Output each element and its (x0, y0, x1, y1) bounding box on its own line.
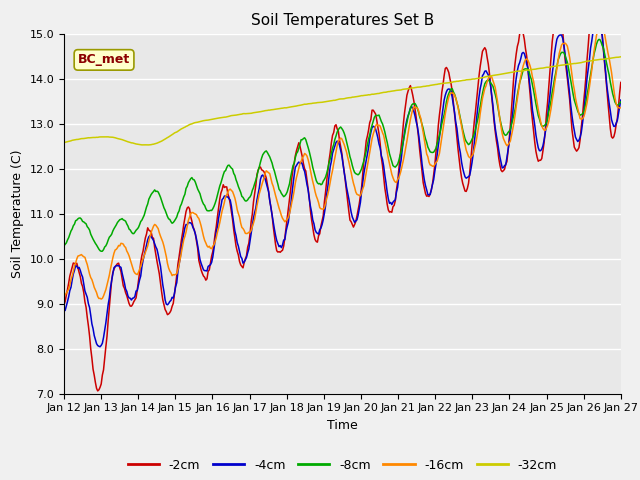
-16cm (597, 21, 605, 26)
-4cm (399, 138, 407, 144)
-4cm (593, 15, 600, 21)
-2cm (617, 80, 625, 85)
Line: -8cm: -8cm (64, 39, 621, 251)
-4cm (470, 140, 478, 146)
-16cm (373, 121, 381, 127)
-2cm (567, 112, 575, 118)
-32cm (144, 142, 152, 148)
Line: -32cm: -32cm (64, 57, 621, 145)
-16cm (617, 105, 625, 110)
-4cm (60, 308, 68, 314)
-4cm (296, 161, 304, 167)
Text: BC_met: BC_met (78, 53, 130, 66)
X-axis label: Time: Time (327, 419, 358, 432)
-8cm (617, 99, 625, 105)
-32cm (296, 102, 304, 108)
-8cm (234, 184, 242, 190)
Title: Soil Temperatures Set B: Soil Temperatures Set B (251, 13, 434, 28)
-16cm (60, 292, 68, 298)
Line: -2cm: -2cm (64, 0, 621, 391)
-8cm (595, 36, 602, 42)
-8cm (296, 141, 304, 147)
-16cm (234, 211, 242, 216)
-2cm (399, 120, 407, 126)
-4cm (373, 130, 381, 136)
-4cm (567, 103, 575, 108)
-2cm (296, 144, 304, 149)
-32cm (373, 91, 381, 96)
-4cm (96, 344, 104, 349)
-2cm (470, 118, 478, 124)
-2cm (94, 388, 102, 394)
-32cm (399, 86, 407, 92)
-2cm (373, 117, 381, 123)
-16cm (97, 296, 105, 302)
Y-axis label: Soil Temperature (C): Soil Temperature (C) (11, 149, 24, 278)
-4cm (617, 97, 625, 103)
-32cm (60, 140, 68, 145)
-16cm (567, 63, 575, 69)
-2cm (60, 302, 68, 308)
-16cm (296, 161, 304, 167)
-32cm (617, 54, 625, 60)
-2cm (234, 252, 242, 258)
Line: -4cm: -4cm (64, 18, 621, 347)
-8cm (60, 243, 68, 249)
-16cm (399, 157, 407, 163)
-8cm (470, 131, 478, 136)
-32cm (567, 61, 575, 67)
-8cm (399, 138, 407, 144)
-8cm (567, 78, 575, 84)
-4cm (234, 243, 242, 249)
-8cm (373, 112, 381, 118)
-32cm (234, 112, 242, 118)
Legend: -2cm, -4cm, -8cm, -16cm, -32cm: -2cm, -4cm, -8cm, -16cm, -32cm (123, 454, 562, 477)
Line: -16cm: -16cm (64, 24, 621, 299)
-16cm (470, 146, 478, 152)
-8cm (97, 248, 105, 254)
-32cm (470, 76, 478, 82)
